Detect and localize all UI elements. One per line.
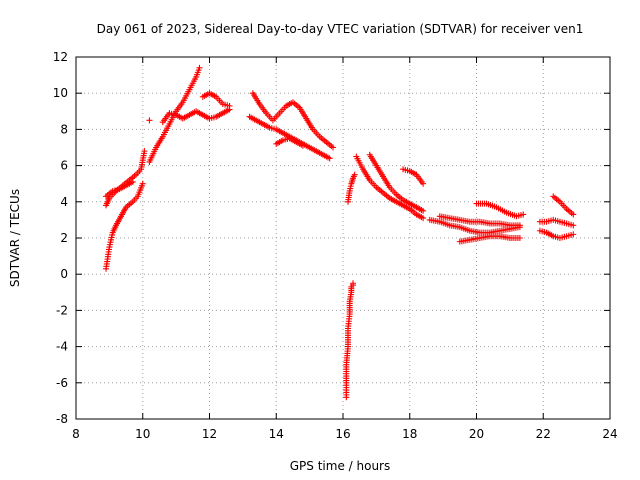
series-arc-21 [536, 227, 577, 241]
series-arc-16 [426, 216, 523, 236]
data-point [141, 148, 148, 155]
series-arc-3 [103, 178, 136, 200]
x-axis-label: GPS time / hours [290, 459, 391, 473]
data-point [420, 180, 427, 187]
series-arc-13 [353, 153, 427, 222]
series-arc-7 [146, 117, 153, 124]
data-point [226, 102, 233, 109]
data-point [350, 280, 357, 287]
series-arc-20 [536, 216, 577, 229]
y-tick-label: 2 [60, 231, 68, 245]
y-tick-label: 4 [60, 195, 68, 209]
data-point [326, 155, 333, 162]
chart-title: Day 061 of 2023, Sidereal Day-to-day VTE… [97, 22, 584, 36]
series-arc-9 [249, 90, 336, 151]
x-tick-label: 18 [402, 427, 417, 441]
data-point [329, 144, 336, 151]
x-tick-label: 14 [269, 427, 284, 441]
x-tick-label: 12 [202, 427, 217, 441]
data-point [520, 211, 527, 218]
data-point [570, 231, 577, 238]
data-point [420, 207, 427, 214]
x-tick-label: 8 [72, 427, 80, 441]
data-points [103, 64, 577, 401]
y-axis-label: SDTVAR / TECUs [8, 189, 22, 287]
series-arc-2 [103, 148, 148, 209]
grid [76, 57, 610, 419]
x-tick-label: 20 [469, 427, 484, 441]
x-tick-label: 24 [602, 427, 617, 441]
data-point [146, 117, 153, 124]
series-arc-22 [550, 193, 577, 218]
data-point [570, 222, 577, 229]
series-arc-6 [199, 90, 233, 109]
x-tick-label: 16 [335, 427, 350, 441]
x-tick-label: 10 [135, 427, 150, 441]
data-point [129, 178, 136, 185]
series-arc-5 [159, 106, 233, 126]
y-tick-label: -2 [56, 303, 68, 317]
series-arc-17 [456, 233, 523, 245]
data-point [139, 180, 146, 187]
data-point [420, 215, 427, 222]
y-tick-label: 10 [53, 86, 68, 100]
series-arc-10 [273, 135, 306, 149]
plot-frame [75, 56, 611, 420]
series-arc-1 [103, 180, 146, 272]
y-tick-label: 0 [60, 267, 68, 281]
y-tick-label: 6 [60, 159, 68, 173]
data-point [351, 171, 358, 178]
data-point [196, 64, 203, 71]
series-arc-15 [400, 166, 427, 187]
x-tick-label: 22 [536, 427, 551, 441]
y-tick-label: -8 [56, 412, 68, 426]
y-tick-label: 12 [53, 50, 68, 64]
data-point [516, 235, 523, 241]
series-arc-19 [473, 200, 527, 220]
series-arc-14 [366, 151, 427, 214]
series-arc-12 [345, 171, 358, 205]
y-tick-label: -6 [56, 376, 68, 390]
series-arc-11 [343, 280, 357, 401]
data-point [570, 211, 577, 218]
data-point [516, 222, 523, 229]
series-arc-18 [436, 213, 523, 229]
data-point [299, 142, 306, 149]
y-tick-label: 8 [60, 122, 68, 136]
y-tick-label: -4 [56, 340, 68, 354]
